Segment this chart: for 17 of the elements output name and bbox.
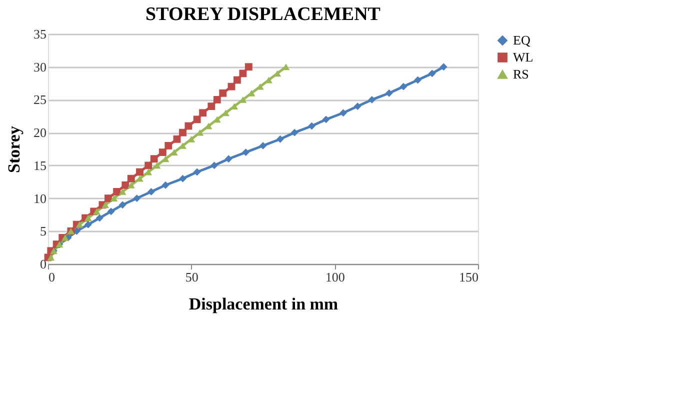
chart-title: STOREY DISPLACEMENT	[146, 4, 381, 25]
y-tick-label: 35	[34, 26, 46, 42]
y-tick-label: 30	[34, 59, 46, 74]
legend-label: WL	[513, 50, 534, 64]
y-tick-label: 15	[34, 158, 46, 173]
y-tick-label: 5	[40, 224, 46, 239]
x-tick-label: 100	[325, 270, 345, 284]
x-tick-label: 50	[185, 270, 198, 284]
x-tick-label: 150	[459, 270, 478, 284]
legend-label: RS	[513, 66, 529, 82]
y-tick-label: 10	[34, 190, 46, 206]
y-axis-title: Storey	[4, 126, 24, 173]
x-axis-title: Displacement in mm	[188, 294, 338, 314]
y-tick-label: 0	[40, 256, 46, 272]
y-tick-label: 20	[34, 125, 46, 140]
legend-label: EQ	[513, 32, 531, 48]
y-tick-label: 25	[34, 92, 46, 108]
